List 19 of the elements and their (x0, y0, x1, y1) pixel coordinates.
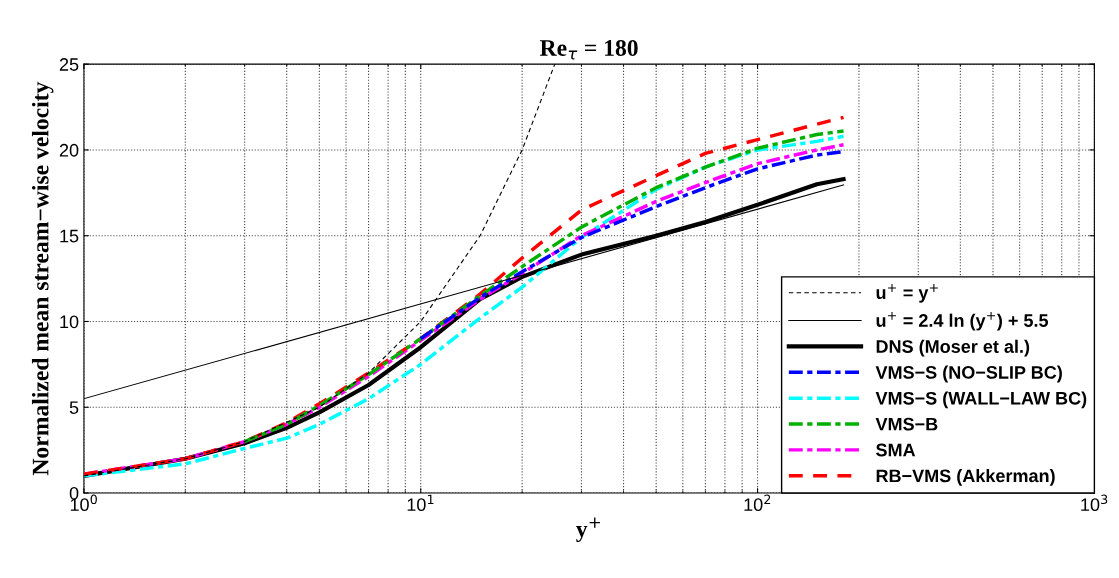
legend-label: VMS−S (WALL−LAW BC) (875, 391, 1087, 409)
chart-title: Re$_{τ}$ = 180 (539, 40, 638, 60)
y-tick-label: 20 (59, 143, 79, 157)
x-tick-label: 10$^{2}$ (744, 494, 771, 512)
x-tick-label: 10$^{1}$ (407, 494, 434, 512)
y-tick-label: 10 (60, 315, 79, 329)
x-tick-label: 10$^{3}$ (1081, 494, 1108, 512)
legend-label: DNS (Moser et al.) (876, 339, 1030, 357)
legend-label: VMS−S (NO−SLIP BC) (875, 365, 1062, 383)
y-tick-label: 15 (60, 229, 79, 243)
legend-label: VMS−B (875, 417, 938, 431)
legend-label: SMA (876, 443, 916, 457)
legend-label: RB−VMS (Akkerman) (876, 468, 1055, 486)
y-tick-label: 5 (69, 401, 79, 414)
legend-label: u$^{+}$ = y$^{+}$ (876, 284, 938, 303)
y-axis-title: Normalized mean stream−wise velocity (31, 81, 54, 476)
legend-label: u$^{+}$ = 2.4 ln (y$^{+}$) + 5.5 (876, 311, 1049, 331)
x-axis-title: y$^{+}$ (576, 517, 600, 542)
y-tick-label: 25 (59, 58, 79, 71)
